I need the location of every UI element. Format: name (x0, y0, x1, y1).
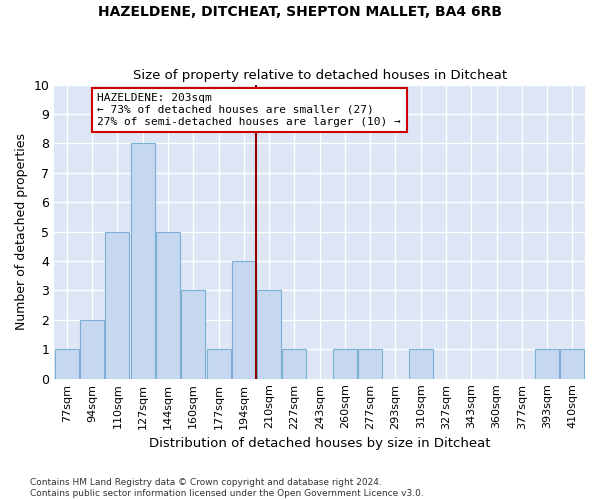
Bar (257, 290, 281, 378)
Bar (55, 350, 79, 378)
Bar (535, 350, 559, 378)
Text: HAZELDENE: 203sqm
← 73% of detached houses are smaller (27)
27% of semi-detached: HAZELDENE: 203sqm ← 73% of detached hous… (97, 94, 401, 126)
Bar (131, 144, 155, 378)
X-axis label: Distribution of detached houses by size in Ditcheat: Distribution of detached houses by size … (149, 437, 490, 450)
Text: Contains HM Land Registry data © Crown copyright and database right 2024.
Contai: Contains HM Land Registry data © Crown c… (30, 478, 424, 498)
Bar (106, 232, 130, 378)
Bar (409, 350, 433, 378)
Bar (232, 261, 256, 378)
Y-axis label: Number of detached properties: Number of detached properties (15, 133, 28, 330)
Bar (181, 290, 205, 378)
Bar (206, 350, 230, 378)
Bar (560, 350, 584, 378)
Title: Size of property relative to detached houses in Ditcheat: Size of property relative to detached ho… (133, 69, 507, 82)
Bar (333, 350, 357, 378)
Bar (156, 232, 180, 378)
Text: HAZELDENE, DITCHEAT, SHEPTON MALLET, BA4 6RB: HAZELDENE, DITCHEAT, SHEPTON MALLET, BA4… (98, 5, 502, 19)
Bar (358, 350, 382, 378)
Bar (80, 320, 104, 378)
Bar (283, 350, 307, 378)
